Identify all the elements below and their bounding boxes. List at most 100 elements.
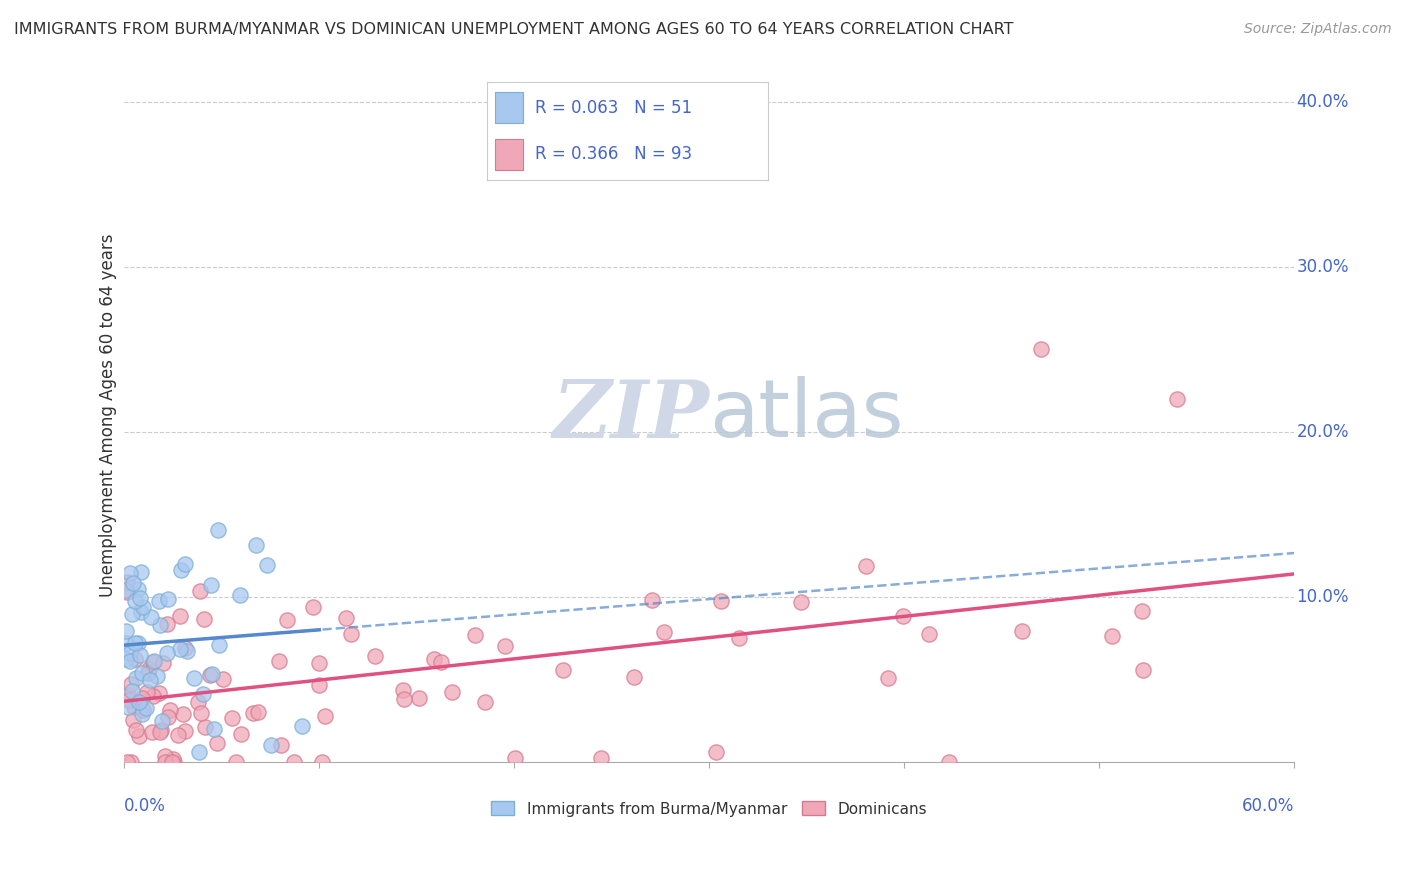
Point <box>115 636 138 650</box>
Point <box>142 656 165 670</box>
Text: 60.0%: 60.0% <box>1241 797 1294 815</box>
Point <box>198 667 221 681</box>
Y-axis label: Unemployment Among Ages 60 to 64 years: Unemployment Among Ages 60 to 64 years <box>100 234 117 598</box>
Point <box>162 752 184 766</box>
Point <box>855 559 877 574</box>
Point <box>131 707 153 722</box>
Text: 40.0%: 40.0% <box>1296 93 1348 111</box>
Point <box>190 706 212 720</box>
Point <box>201 667 224 681</box>
Point <box>1011 624 1033 638</box>
Point <box>494 639 516 653</box>
Point <box>138 662 160 676</box>
Point <box>141 724 163 739</box>
Point <box>149 617 172 632</box>
Point <box>122 714 145 728</box>
Point <box>260 739 283 753</box>
Point <box>129 648 152 663</box>
Point <box>149 724 172 739</box>
Point <box>1101 628 1123 642</box>
Point <box>117 585 139 599</box>
Point <box>314 709 336 723</box>
Point <box>156 710 179 724</box>
Point <box>121 607 143 622</box>
Point <box>505 751 527 765</box>
Text: 10.0%: 10.0% <box>1296 588 1348 607</box>
Point <box>131 691 153 706</box>
Point <box>152 656 174 670</box>
Text: Source: ZipAtlas.com: Source: ZipAtlas.com <box>1244 22 1392 37</box>
Point <box>704 745 727 759</box>
Point <box>143 654 166 668</box>
Point <box>877 671 900 685</box>
Point <box>135 685 157 699</box>
Point <box>129 605 152 619</box>
Point <box>208 638 231 652</box>
Point <box>115 652 138 666</box>
Point <box>270 738 292 752</box>
Point <box>301 600 323 615</box>
Point <box>163 756 186 770</box>
Point <box>115 756 138 770</box>
Point <box>221 711 243 725</box>
Point <box>169 609 191 624</box>
Text: 20.0%: 20.0% <box>1296 423 1348 441</box>
Point <box>118 654 141 668</box>
Point <box>117 688 139 702</box>
Point <box>159 703 181 717</box>
Point <box>229 588 252 602</box>
Point <box>142 690 165 704</box>
Point <box>205 736 228 750</box>
Point <box>115 583 138 598</box>
Point <box>423 652 446 666</box>
Text: 0.0%: 0.0% <box>124 797 166 815</box>
Point <box>120 756 142 770</box>
Point <box>172 707 194 722</box>
Point <box>291 719 314 733</box>
Text: ZIP: ZIP <box>553 376 709 454</box>
Point <box>183 672 205 686</box>
Point <box>128 729 150 743</box>
Point <box>652 624 675 639</box>
Point <box>891 609 914 624</box>
Point <box>139 673 162 687</box>
Point <box>173 723 195 738</box>
Point <box>169 642 191 657</box>
Point <box>127 636 149 650</box>
Point <box>790 595 813 609</box>
Point <box>1166 392 1188 406</box>
Point <box>156 617 179 632</box>
Point <box>191 687 214 701</box>
Point <box>167 728 190 742</box>
Point <box>118 566 141 581</box>
Point <box>128 695 150 709</box>
Point <box>190 583 212 598</box>
Text: IMMIGRANTS FROM BURMA/MYANMAR VS DOMINICAN UNEMPLOYMENT AMONG AGES 60 TO 64 YEAR: IMMIGRANTS FROM BURMA/MYANMAR VS DOMINIC… <box>14 22 1014 37</box>
Point <box>335 611 357 625</box>
Point <box>441 685 464 699</box>
Point <box>174 557 197 571</box>
Point <box>665 161 688 175</box>
Point <box>242 706 264 721</box>
Point <box>1132 663 1154 677</box>
Point <box>193 612 215 626</box>
Point <box>173 641 195 656</box>
Point <box>207 523 229 537</box>
Point <box>194 720 217 734</box>
Point <box>308 677 330 691</box>
Point <box>115 575 138 590</box>
Point <box>188 745 211 759</box>
Point <box>156 592 179 607</box>
Point <box>152 714 174 728</box>
Point <box>245 538 267 552</box>
Text: 30.0%: 30.0% <box>1296 258 1348 276</box>
Point <box>117 699 139 714</box>
Point <box>430 655 453 669</box>
Point <box>148 594 170 608</box>
Point <box>918 626 941 640</box>
Point <box>121 683 143 698</box>
Point <box>392 682 415 697</box>
Point <box>339 627 361 641</box>
Point <box>132 599 155 614</box>
Point <box>124 636 146 650</box>
